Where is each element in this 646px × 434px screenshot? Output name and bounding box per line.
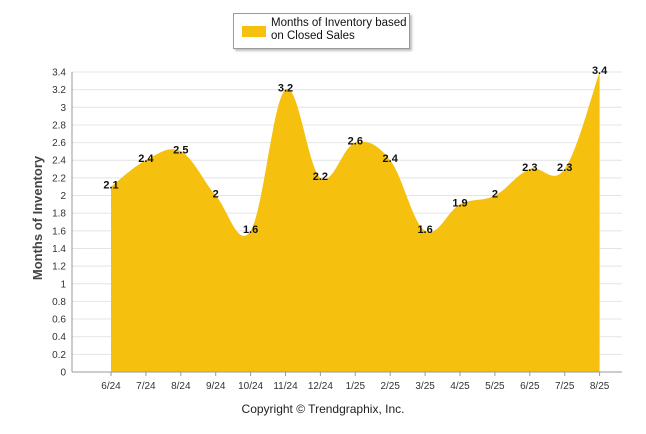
x-tick-labels: 6/24 7/24 8/24 9/24 10/24 11/24 12/24 1/25 2/25 3… bbox=[101, 372, 610, 392]
x-tick-label: 12/24 bbox=[308, 381, 333, 392]
x-tick-label: 3/25 bbox=[415, 381, 435, 392]
y-tick-label: 0 bbox=[60, 368, 66, 379]
area-fill bbox=[111, 72, 600, 372]
x-tick-label: 6/25 bbox=[520, 381, 540, 392]
y-tick-label: 3.2 bbox=[52, 85, 66, 96]
y-tick-label: 1.4 bbox=[52, 244, 66, 255]
data-label: 2.2 bbox=[313, 171, 328, 183]
data-label: 1.6 bbox=[243, 224, 258, 236]
y-tick-label: 3 bbox=[60, 103, 66, 114]
copyright-text: Copyright © Trendgraphix, Inc. bbox=[241, 402, 405, 416]
legend: Months of Inventory based on Closed Sale… bbox=[233, 13, 410, 49]
data-label: 2 bbox=[492, 189, 498, 201]
data-label: 3.2 bbox=[278, 83, 293, 95]
legend-swatch bbox=[242, 26, 266, 37]
x-tick-label: 2/25 bbox=[380, 381, 400, 392]
area-series bbox=[111, 72, 600, 372]
x-tick-label: 5/25 bbox=[485, 381, 505, 392]
x-tick-label: 7/25 bbox=[555, 381, 575, 392]
y-tick-label: 2.2 bbox=[52, 173, 66, 184]
legend-label: Months of Inventory based on Closed Sale… bbox=[271, 17, 407, 42]
data-label: 2.5 bbox=[173, 144, 188, 156]
data-label: 2.4 bbox=[383, 153, 399, 165]
y-tick-label: 0.2 bbox=[52, 350, 66, 361]
y-tick-label: 0.8 bbox=[52, 297, 66, 308]
y-tick-label: 3.4 bbox=[52, 68, 66, 79]
x-tick-label: 7/24 bbox=[136, 381, 156, 392]
y-axis-label: Months of Inventory bbox=[30, 155, 45, 280]
data-labels: 2.1 2.4 2.5 2 1.6 3.2 2.2 2.6 2.4 1.6 1.9 2 2.3 2.3 3.… bbox=[103, 65, 608, 236]
x-tick-label: 11/24 bbox=[273, 381, 298, 392]
data-label: 2.3 bbox=[557, 162, 572, 174]
data-label: 2.4 bbox=[138, 153, 154, 165]
y-tick-label: 1 bbox=[60, 279, 66, 290]
y-tick-label: 1.6 bbox=[52, 226, 66, 237]
x-tick-label: 10/24 bbox=[238, 381, 263, 392]
x-tick-label: 1/25 bbox=[346, 381, 366, 392]
y-tick-label: 2 bbox=[60, 191, 66, 202]
data-label: 2 bbox=[213, 189, 219, 201]
y-tick-label: 0.6 bbox=[52, 315, 66, 326]
x-tick-label: 4/25 bbox=[450, 381, 470, 392]
x-tick-label: 9/24 bbox=[206, 381, 226, 392]
y-tick-label: 1.2 bbox=[52, 262, 66, 273]
x-tick-label: 6/24 bbox=[101, 381, 121, 392]
data-label: 1.9 bbox=[452, 197, 467, 209]
y-tick-label: 2.8 bbox=[52, 120, 66, 131]
x-tick-label: 8/24 bbox=[171, 381, 191, 392]
y-tick-label: 1.8 bbox=[52, 209, 66, 220]
data-label: 2.6 bbox=[348, 136, 363, 148]
y-tick-label: 2.4 bbox=[52, 156, 66, 167]
y-tick-label: 0.4 bbox=[52, 332, 66, 343]
data-label: 2.3 bbox=[522, 162, 537, 174]
data-label: 2.1 bbox=[103, 180, 118, 192]
data-label: 1.6 bbox=[417, 224, 432, 236]
data-label: 3.4 bbox=[592, 65, 608, 77]
axes bbox=[71, 72, 622, 373]
y-tick-labels: 0 0.2 0.4 0.6 0.8 1 1.2 1.4 1.6 1.8 2 2.2 2.4 2.6 2.8 3… bbox=[52, 68, 66, 379]
x-tick-label: 8/25 bbox=[590, 381, 610, 392]
y-tick-label: 2.6 bbox=[52, 138, 66, 149]
